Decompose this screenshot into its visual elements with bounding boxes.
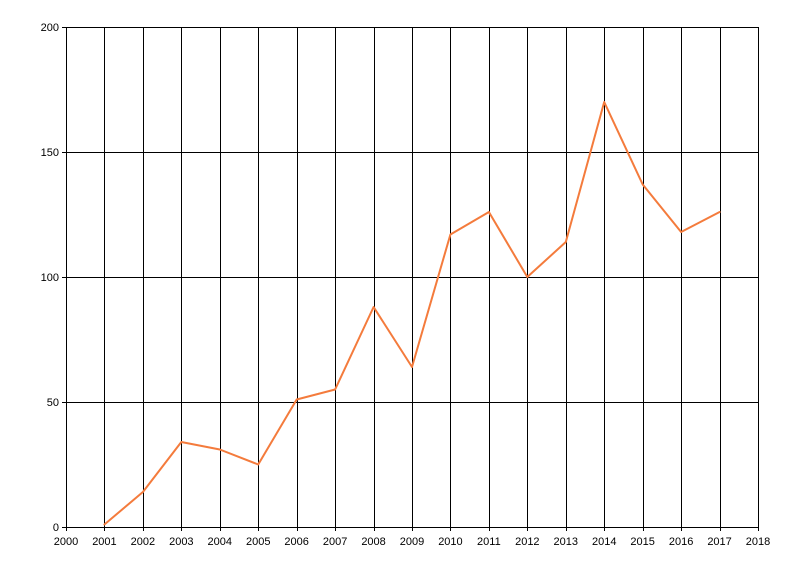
- series-layer: [103, 101, 721, 526]
- y-tick-label: 0: [53, 522, 59, 534]
- tick-label-layer: 2000 2001 2002 2003 2004 2005 2006 2007 2008 2009…: [41, 22, 771, 548]
- y-tick-label: 100: [41, 272, 59, 284]
- x-tick-label: 2007: [323, 536, 347, 548]
- grid-layer: [62, 27, 759, 531]
- x-tick-label: 2012: [515, 536, 539, 548]
- x-tick-label: 2008: [361, 536, 385, 548]
- x-tick-label: 2011: [477, 536, 501, 548]
- x-tick-label: 2018: [746, 536, 770, 548]
- x-tick-label: 2009: [400, 536, 424, 548]
- x-tick-label: 2010: [438, 536, 462, 548]
- x-tick-label: 2006: [284, 536, 308, 548]
- axis-layer: [66, 27, 758, 528]
- x-tick-label: 2003: [169, 536, 193, 548]
- x-tick-label: 2017: [707, 536, 731, 548]
- y-tick-label: 150: [41, 147, 59, 159]
- x-tick-label: 2002: [131, 536, 155, 548]
- x-tick-label: 2015: [630, 536, 654, 548]
- x-tick-label: 2001: [92, 536, 116, 548]
- series-line: [103, 101, 721, 526]
- x-tick-label: 2014: [592, 536, 616, 548]
- x-tick-label: 2016: [669, 536, 693, 548]
- x-tick-label: 2005: [246, 536, 270, 548]
- x-tick-label: 2000: [54, 536, 78, 548]
- y-tick-label: 50: [47, 397, 59, 409]
- y-tick-label: 200: [41, 22, 59, 34]
- x-tick-label: 2013: [554, 536, 578, 548]
- x-tick-label: 2004: [208, 536, 232, 548]
